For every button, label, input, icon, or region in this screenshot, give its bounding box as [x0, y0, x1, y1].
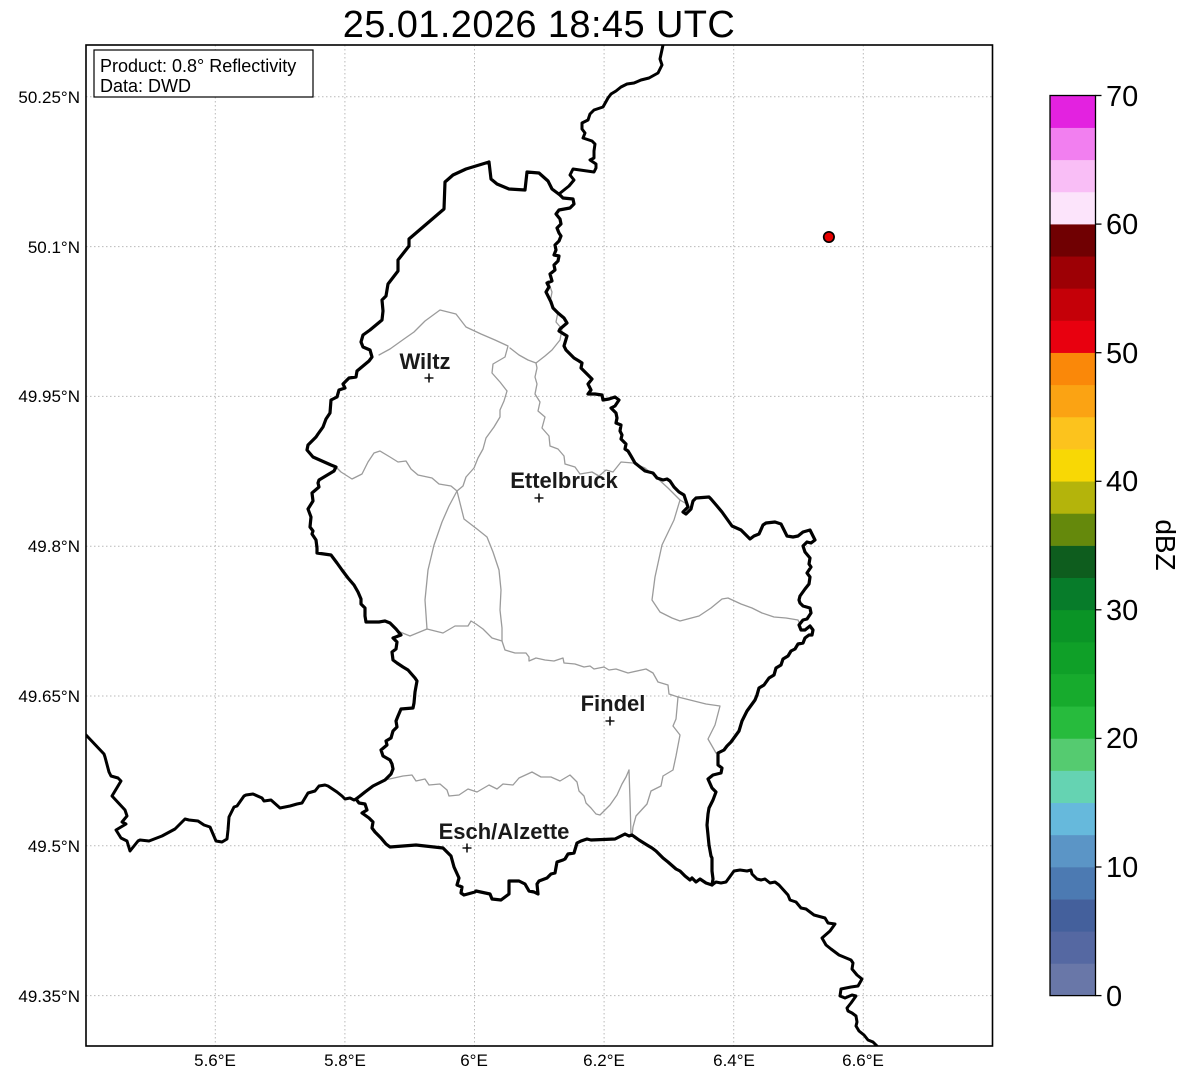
svg-text:70: 70 [1106, 81, 1138, 113]
svg-text:20: 20 [1106, 723, 1138, 755]
svg-text:50.1°N: 50.1°N [28, 238, 80, 257]
svg-text:Product: 0.8° Reflectivity: Product: 0.8° Reflectivity [100, 56, 296, 76]
svg-text:Ettelbruck: Ettelbruck [510, 468, 618, 493]
svg-text:49.35°N: 49.35°N [18, 987, 80, 1006]
svg-text:Esch/Alzette: Esch/Alzette [439, 819, 570, 844]
svg-text:60: 60 [1106, 209, 1138, 241]
svg-text:6°E: 6°E [460, 1051, 488, 1070]
svg-text:50: 50 [1106, 338, 1138, 370]
svg-text:10: 10 [1106, 852, 1138, 884]
svg-text:49.65°N: 49.65°N [18, 687, 80, 706]
svg-text:6.6°E: 6.6°E [842, 1051, 884, 1070]
svg-text:0: 0 [1106, 981, 1122, 1013]
svg-text:49.95°N: 49.95°N [18, 387, 80, 406]
svg-text:6.2°E: 6.2°E [583, 1051, 625, 1070]
svg-text:Data: DWD: Data: DWD [100, 76, 191, 96]
svg-text:Wiltz: Wiltz [399, 349, 450, 374]
svg-text:49.5°N: 49.5°N [28, 837, 80, 856]
svg-text:30: 30 [1106, 595, 1138, 627]
svg-text:5.6°E: 5.6°E [194, 1051, 236, 1070]
svg-text:Findel: Findel [581, 691, 646, 716]
svg-text:25.01.2026 18:45 UTC: 25.01.2026 18:45 UTC [343, 4, 736, 46]
svg-text:40: 40 [1106, 466, 1138, 498]
svg-text:49.8°N: 49.8°N [28, 537, 80, 556]
svg-text:5.8°E: 5.8°E [324, 1051, 366, 1070]
svg-text:dBZ: dBZ [1150, 519, 1181, 570]
svg-text:6.4°E: 6.4°E [713, 1051, 755, 1070]
svg-text:50.25°N: 50.25°N [18, 88, 80, 107]
